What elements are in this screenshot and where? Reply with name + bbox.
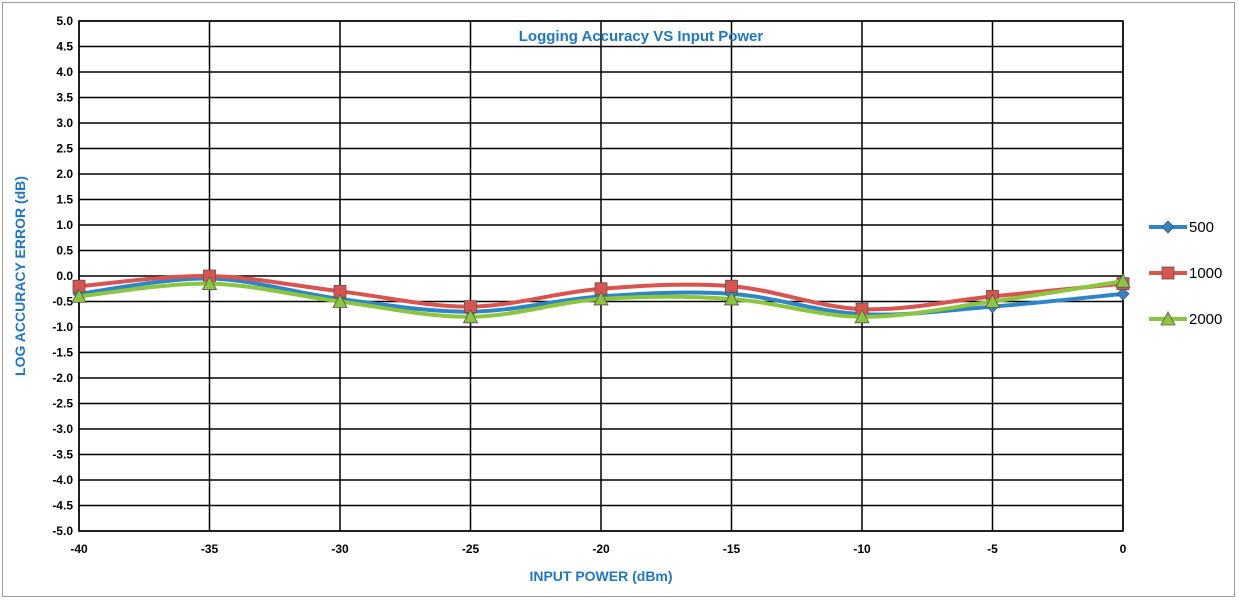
legend-marker [1161,220,1175,234]
y-tick-label: -0.5 [52,295,73,309]
legend-item: 2000 [1149,311,1222,328]
data-point [854,308,870,324]
x-tick-label: 0 [1120,542,1127,556]
y-tick-label: 4.0 [56,65,73,79]
data-point [71,288,87,303]
x-tick-label: -15 [723,542,741,556]
y-axis-title: LOG ACCURACY ERROR (dB) [12,176,28,376]
legend-label: 2000 [1189,311,1222,328]
y-tick-label: 0.5 [56,244,73,258]
x-tick-label: -10 [853,542,871,556]
y-tick-label: -1.5 [52,346,73,360]
data-point [1116,287,1130,301]
y-tick-label: -5.0 [52,524,73,538]
legend: 500 1000 2000 [1149,219,1222,328]
x-tick-label: -30 [331,542,349,556]
y-tick-label: -1.0 [52,320,73,334]
y-tick-label: 0.0 [56,269,73,283]
data-point [723,291,740,306]
y-tick-label: 5.0 [56,14,73,28]
data-point [593,291,609,306]
legend-item: 500 [1149,219,1214,236]
y-tick-label: -2.5 [52,397,73,411]
x-tick-label: -40 [70,542,88,556]
y-tick-label: -4.5 [52,499,73,513]
y-tick-label: 4.5 [56,40,73,54]
y-tick-label: -3.0 [52,422,73,436]
data-point [462,308,479,324]
data-point [1115,273,1131,288]
legend-label: 500 [1189,219,1214,236]
legend-item: 1000 [1149,265,1222,282]
x-tick-label: -25 [462,542,480,556]
y-tick-label: 2.5 [56,142,73,156]
data-point [332,293,348,308]
y-tick-label: 3.0 [56,116,73,130]
data-point [201,275,218,291]
chart-title: Logging Accuracy VS Input Power [519,28,764,45]
y-tick-label: -2.0 [52,371,73,385]
y-tick-label: 1.5 [56,193,73,207]
legend-marker [1160,311,1176,326]
legend-marker [1161,266,1175,280]
series-2000 [71,273,1131,324]
legend-label: 1000 [1189,265,1222,282]
y-axis-ticks: 5.0 4.5 4.0 3.5 3.0 2.5 2.0 1.5 1.0 0.5 0.0 -0.5 -1.… [52,14,73,538]
y-tick-label: 2.0 [56,167,73,181]
x-tick-label: -35 [201,542,219,556]
y-tick-label: 1.0 [56,218,73,232]
series-lines [71,269,1131,324]
y-tick-label: 3.5 [56,91,73,105]
y-tick-label: -3.5 [52,448,73,462]
x-tick-label: -20 [592,542,610,556]
x-axis-title: INPUT POWER (dBm) [529,568,672,584]
data-point [984,293,1001,308]
y-tick-label: -4.0 [52,473,73,487]
x-axis-ticks: -40 -35 -30 -25 -20 -15 -10 -5 0 [70,542,1126,556]
data-point [725,279,738,293]
chart: 5.0 4.5 4.0 3.5 3.0 2.5 2.0 1.5 1.0 0.5 0.0 -0.5 -1.… [12,14,1222,584]
x-tick-label: -5 [987,542,998,556]
